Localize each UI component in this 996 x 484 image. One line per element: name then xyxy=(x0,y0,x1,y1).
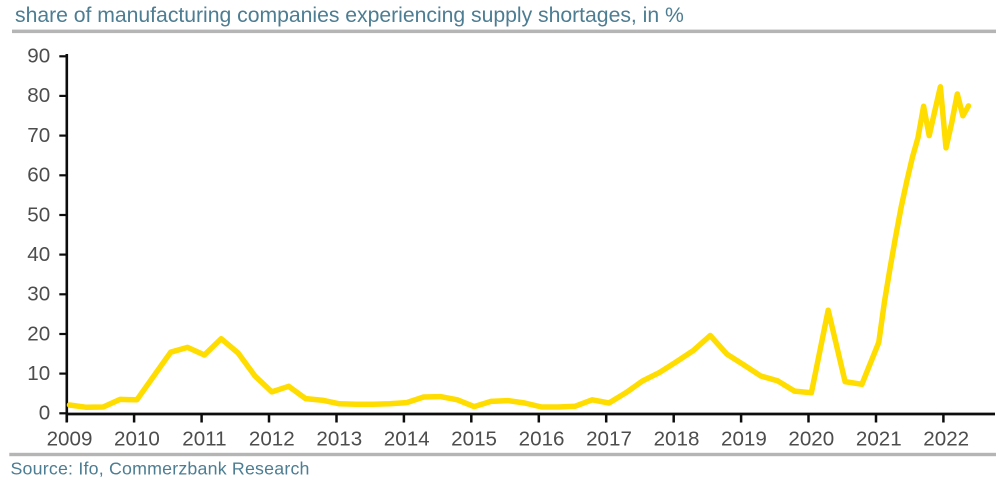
svg-text:2011: 2011 xyxy=(182,428,226,451)
svg-text:50: 50 xyxy=(27,203,50,226)
svg-text:2017: 2017 xyxy=(586,428,632,451)
svg-text:2021: 2021 xyxy=(856,428,902,451)
svg-text:60: 60 xyxy=(27,164,50,187)
svg-text:0: 0 xyxy=(39,402,50,425)
svg-text:2010: 2010 xyxy=(114,428,160,451)
svg-text:70: 70 xyxy=(27,124,50,147)
svg-text:30: 30 xyxy=(27,283,50,306)
svg-text:2019: 2019 xyxy=(721,428,767,451)
svg-text:2018: 2018 xyxy=(654,428,700,451)
svg-text:2015: 2015 xyxy=(451,428,497,451)
svg-text:2012: 2012 xyxy=(249,428,295,451)
svg-text:40: 40 xyxy=(27,243,50,266)
svg-text:2022: 2022 xyxy=(923,428,969,451)
svg-text:2020: 2020 xyxy=(788,428,834,451)
svg-text:80: 80 xyxy=(27,84,50,107)
svg-text:2009: 2009 xyxy=(47,428,93,451)
svg-text:20: 20 xyxy=(27,322,50,345)
svg-text:10: 10 xyxy=(27,362,50,385)
svg-text:2014: 2014 xyxy=(384,428,430,451)
svg-text:share of manufacturing compani: share of manufacturing companies experie… xyxy=(15,4,684,27)
svg-text:90: 90 xyxy=(27,45,50,68)
svg-text:2016: 2016 xyxy=(519,428,565,451)
svg-text:2013: 2013 xyxy=(316,428,362,451)
svg-text:Source: Ifo, Commerzbank Resea: Source: Ifo, Commerzbank Research xyxy=(11,459,310,479)
